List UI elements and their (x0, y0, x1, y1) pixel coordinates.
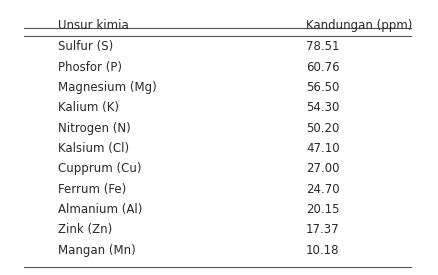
Text: Zink (Zn): Zink (Zn) (57, 223, 112, 236)
Text: Almanium (Al): Almanium (Al) (57, 203, 142, 216)
Text: 50.20: 50.20 (306, 122, 339, 135)
Text: Kalsium (Cl): Kalsium (Cl) (57, 142, 129, 155)
Text: 56.50: 56.50 (306, 81, 339, 94)
Text: Mangan (Mn): Mangan (Mn) (57, 244, 135, 257)
Text: 17.37: 17.37 (306, 223, 339, 236)
Text: 10.18: 10.18 (306, 244, 339, 257)
Text: 78.51: 78.51 (306, 40, 339, 53)
Text: 47.10: 47.10 (306, 142, 339, 155)
Text: 20.15: 20.15 (306, 203, 339, 216)
Text: 27.00: 27.00 (306, 163, 339, 175)
Text: Magnesium (Mg): Magnesium (Mg) (57, 81, 156, 94)
Text: 54.30: 54.30 (306, 101, 339, 114)
Text: 60.76: 60.76 (306, 61, 339, 74)
Text: Unsur kimia: Unsur kimia (57, 19, 128, 32)
Text: 24.70: 24.70 (306, 183, 339, 196)
Text: Phosfor (P): Phosfor (P) (57, 61, 121, 74)
Text: Sulfur (S): Sulfur (S) (57, 40, 113, 53)
Text: Kalium (K): Kalium (K) (57, 101, 119, 114)
Text: Kandungan (ppm): Kandungan (ppm) (306, 19, 412, 32)
Text: Ferrum (Fe): Ferrum (Fe) (57, 183, 126, 196)
Text: Cupprum (Cu): Cupprum (Cu) (57, 163, 141, 175)
Text: Nitrogen (N): Nitrogen (N) (57, 122, 130, 135)
